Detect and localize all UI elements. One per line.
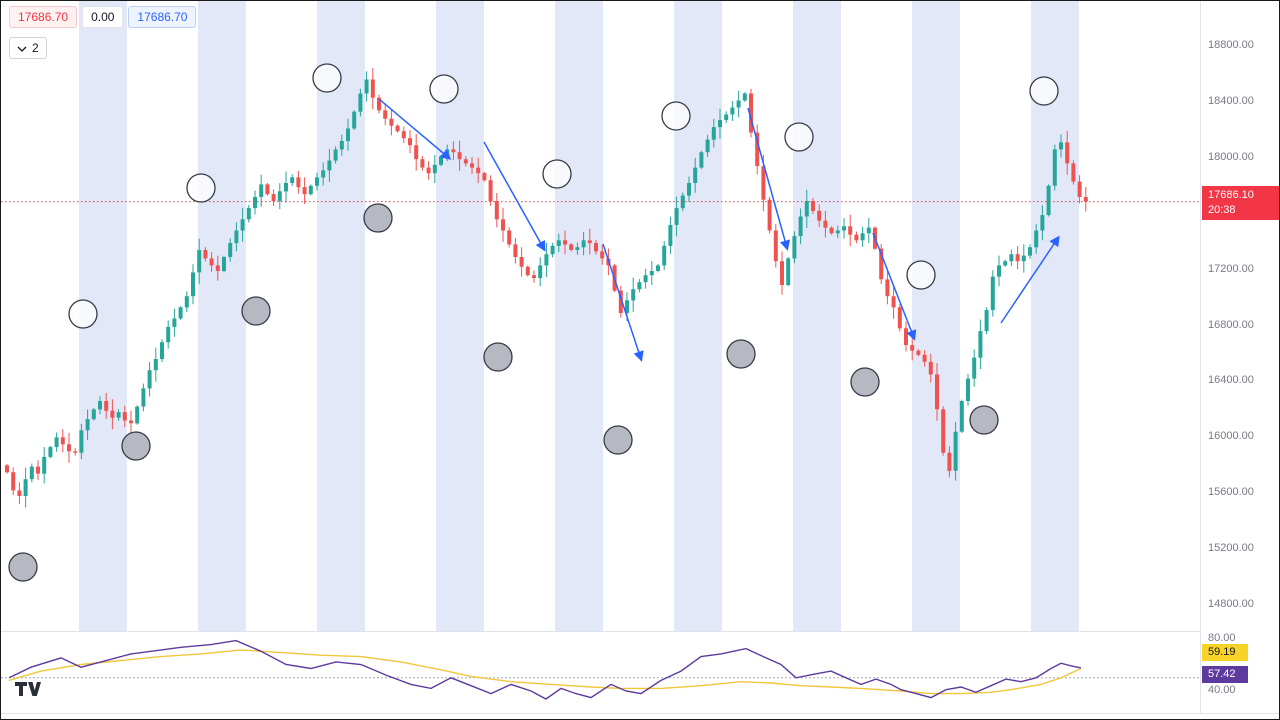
trend-arrows-layer[interactable]: [378, 98, 1060, 362]
circle-markers-layer[interactable]: [8, 63, 1059, 582]
price-tick: 18400.00: [1208, 94, 1254, 107]
oscillator-purple-value-badge: 57.42: [1202, 666, 1248, 683]
oscillator-line-main-purple: [8, 639, 1082, 700]
circle-marker[interactable]: [542, 159, 572, 189]
circle-marker[interactable]: [121, 431, 151, 461]
circle-marker[interactable]: [68, 299, 98, 329]
change-readout: 0.00: [82, 6, 124, 28]
circle-marker[interactable]: [726, 339, 756, 369]
trend-arrow[interactable]: [872, 232, 917, 341]
circle-marker[interactable]: [784, 122, 814, 152]
price-tick: 15600.00: [1208, 486, 1254, 499]
circle-marker[interactable]: [241, 296, 271, 326]
circle-marker[interactable]: [661, 101, 691, 131]
price-readout-blue: 17686.70: [128, 6, 197, 28]
price-tick: 18000.00: [1208, 150, 1254, 163]
interval-dropdown[interactable]: 2: [9, 37, 47, 59]
legend: 17686.70 0.00 17686.70: [9, 6, 197, 28]
oscillator-line-signal-yellow: [8, 649, 1082, 695]
price-tick: 15200.00: [1208, 542, 1254, 555]
tradingview-logo[interactable]: [13, 679, 43, 704]
price-axis[interactable]: 17686.10 20:38 80.00 40.00 59.19 57.42 1…: [1200, 1, 1279, 713]
oscillator-tick-40: 40.00: [1208, 684, 1236, 696]
main-chart-pane[interactable]: [1, 1, 1200, 631]
oscillator-tick-80: 80.00: [1208, 632, 1236, 644]
interval-label: 2: [32, 41, 39, 55]
circle-marker[interactable]: [906, 260, 936, 290]
price-tick: 17200.00: [1208, 262, 1254, 275]
session-stripes-layer: [79, 1, 1079, 631]
bottom-separator: [1, 713, 1279, 714]
chevron-down-icon: [17, 41, 27, 55]
tradingview-logo-icon: [15, 682, 41, 696]
price-tick: 16000.00: [1208, 430, 1254, 443]
bar-countdown: 20:38: [1208, 204, 1236, 216]
price-readout-red: 17686.70: [9, 6, 78, 28]
price-tick: 16400.00: [1208, 374, 1254, 387]
price-tick: 16800.00: [1208, 318, 1254, 331]
circle-marker[interactable]: [483, 342, 513, 372]
price-tick: 14800.00: [1208, 598, 1254, 610]
last-price-value: 17686.10: [1208, 189, 1254, 201]
circle-marker[interactable]: [8, 552, 38, 582]
circle-marker[interactable]: [850, 367, 880, 397]
circle-marker[interactable]: [969, 405, 999, 435]
trend-arrow[interactable]: [602, 243, 644, 362]
last-price-badge: 17686.10 20:38: [1202, 186, 1279, 220]
circle-marker[interactable]: [312, 63, 342, 93]
trend-arrow[interactable]: [1000, 235, 1060, 324]
price-tick: 18800.00: [1208, 39, 1254, 51]
circle-marker[interactable]: [363, 203, 393, 233]
trend-arrow[interactable]: [483, 141, 546, 252]
trend-arrow[interactable]: [378, 98, 452, 160]
circle-marker[interactable]: [603, 425, 633, 455]
oscillator-yellow-value-badge: 59.19: [1202, 644, 1248, 661]
oscillator-pane[interactable]: [1, 631, 1200, 713]
trend-arrow[interactable]: [747, 107, 791, 251]
circle-marker[interactable]: [1029, 76, 1059, 106]
circle-marker[interactable]: [429, 74, 459, 104]
circle-marker[interactable]: [186, 173, 216, 203]
pane-separator[interactable]: [1, 631, 1279, 632]
